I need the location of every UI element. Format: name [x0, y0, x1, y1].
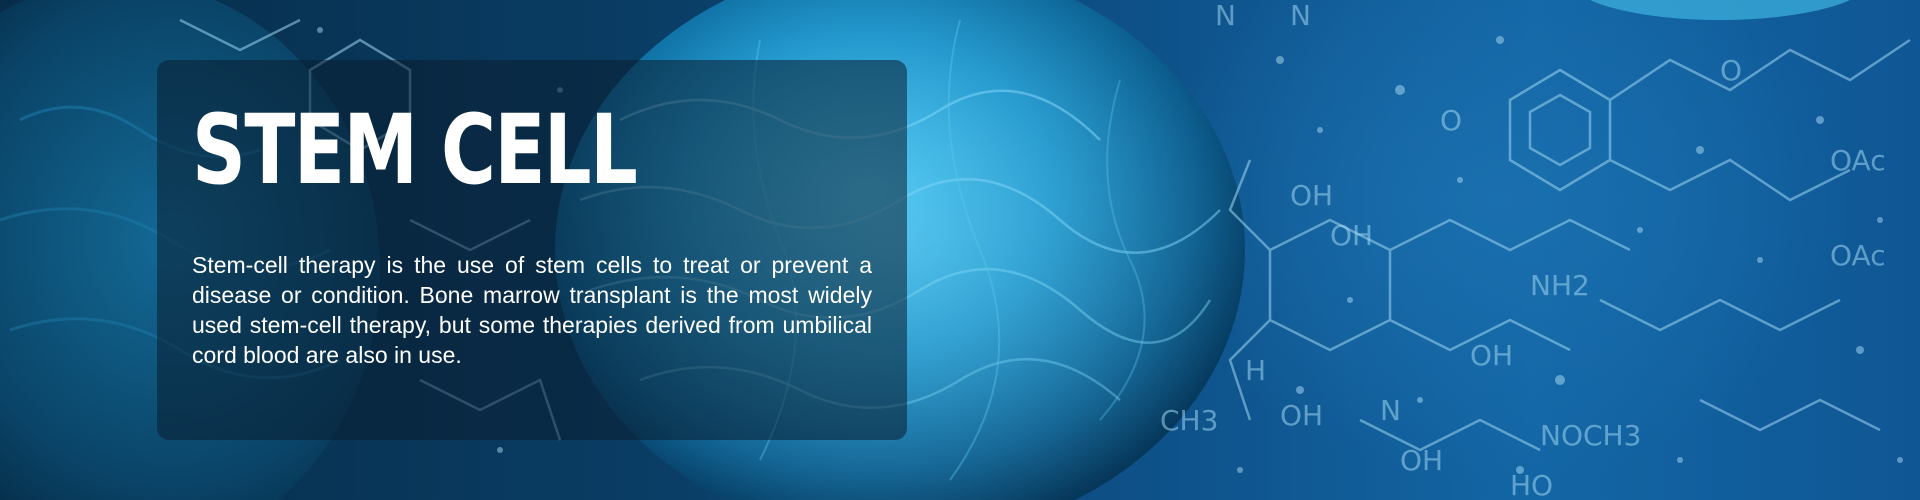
svg-text:HO: HO: [1510, 469, 1553, 500]
svg-text:O: O: [1720, 54, 1742, 87]
page-title: STEM CELL: [192, 94, 638, 206]
svg-text:CH3: CH3: [1160, 404, 1218, 437]
svg-text:N: N: [1215, 0, 1236, 32]
svg-text:OH: OH: [1470, 339, 1513, 372]
svg-text:OAc: OAc: [1830, 239, 1886, 272]
cell-sliver: [1590, 0, 1850, 20]
formula-labels: N N OH OH O NH2 OH OH N OH CH3 OAc OAc H…: [1160, 0, 1886, 500]
svg-text:OH: OH: [1330, 219, 1373, 252]
svg-text:OAc: OAc: [1830, 144, 1886, 177]
svg-text:N: N: [1290, 0, 1311, 32]
svg-text:OH: OH: [1290, 179, 1333, 212]
svg-text:NH2: NH2: [1530, 269, 1590, 302]
description-text: Stem-cell therapy is the use of stem cel…: [192, 252, 872, 368]
text-panel: [157, 60, 907, 440]
svg-text:O: O: [1440, 104, 1462, 137]
svg-text:OH: OH: [1280, 399, 1323, 432]
svg-text:NOCH3: NOCH3: [1540, 419, 1641, 452]
svg-text:N: N: [1380, 394, 1401, 427]
svg-text:H: H: [1245, 354, 1266, 387]
svg-text:OH: OH: [1400, 444, 1443, 477]
